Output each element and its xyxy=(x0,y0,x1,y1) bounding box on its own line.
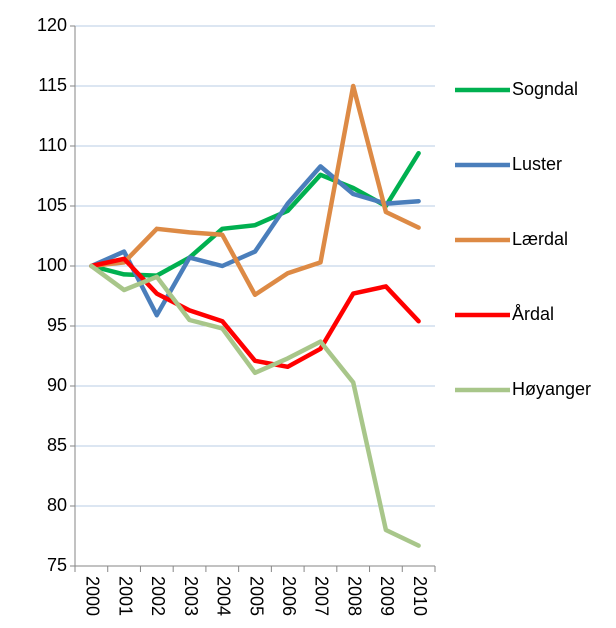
x-tick-label: 2004 xyxy=(214,576,234,616)
legend-label: Luster xyxy=(512,154,562,174)
x-tick-label: 2006 xyxy=(279,576,299,616)
series-line xyxy=(89,83,421,298)
x-tick-label: 2009 xyxy=(377,576,397,616)
x-tick-label: 2008 xyxy=(344,576,364,616)
x-tick-label: 2007 xyxy=(312,576,332,616)
y-tick-label: 90 xyxy=(47,375,67,395)
legend-label: Årdal xyxy=(512,304,554,324)
x-tick-label: 2000 xyxy=(83,576,103,616)
y-tick-label: 115 xyxy=(38,75,67,95)
y-tick-label: 75 xyxy=(47,555,67,575)
x-tick-label: 2001 xyxy=(115,576,135,616)
x-tick-label: 2005 xyxy=(246,576,266,616)
y-tick-label: 95 xyxy=(47,315,67,335)
y-tick-label: 120 xyxy=(37,15,67,35)
legend-label: Sogndal xyxy=(512,79,578,99)
y-tick-label: 110 xyxy=(38,135,67,155)
x-tick-label: 2003 xyxy=(181,576,201,616)
legend-label: Lærdal xyxy=(512,229,568,249)
y-tick-label: 100 xyxy=(37,255,67,275)
y-tick-label: 105 xyxy=(37,195,67,215)
legend-label: Høyanger xyxy=(512,379,591,399)
series-line xyxy=(89,164,421,318)
series-line xyxy=(89,150,421,278)
series-line xyxy=(89,263,421,548)
x-tick-label: 2010 xyxy=(410,576,430,616)
y-tick-label: 80 xyxy=(47,495,67,515)
x-tick-label: 2002 xyxy=(148,576,168,616)
series-line xyxy=(89,256,421,370)
y-tick-label: 85 xyxy=(47,435,67,455)
